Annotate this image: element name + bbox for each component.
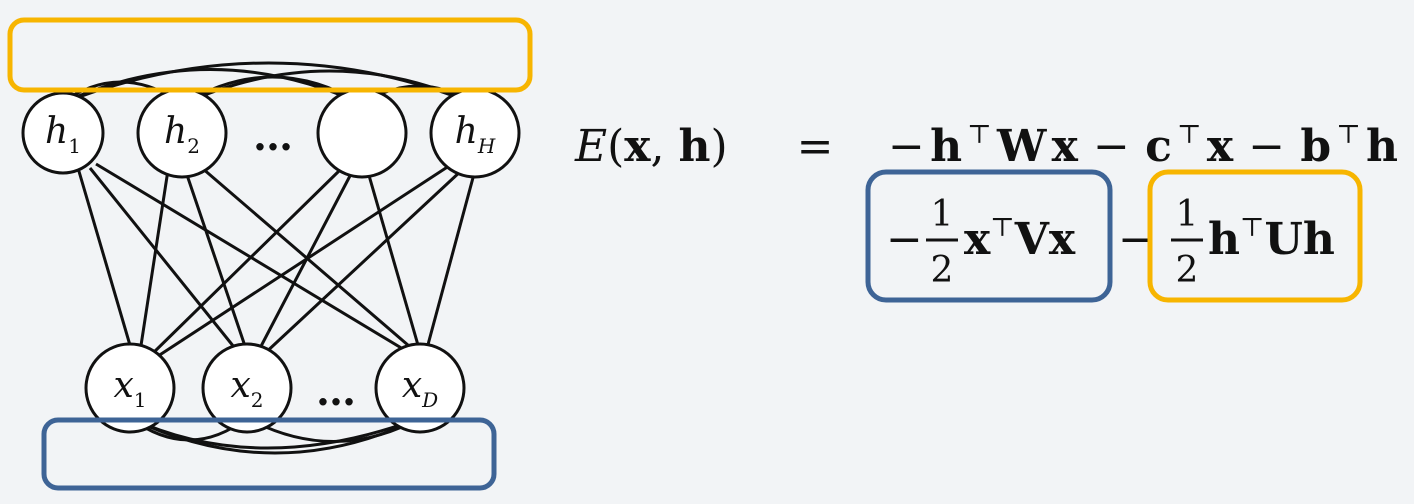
edge bbox=[138, 169, 170, 353]
lhs-x: x bbox=[624, 121, 651, 172]
hidden-layer: h1 h2 … hH bbox=[21, 87, 521, 179]
term-u-denominator: 2 bbox=[1176, 250, 1199, 291]
edge bbox=[424, 173, 476, 353]
hidden-unit-sub: 1 bbox=[68, 134, 81, 158]
term-v-body: x⊤Vx bbox=[964, 213, 1076, 265]
term-v-highlight-box bbox=[865, 169, 1113, 303]
visible-lateral-highlight-box bbox=[41, 417, 497, 491]
term-v-transpose: ⊤ bbox=[990, 213, 1014, 243]
svg-text:x2: x2 bbox=[230, 365, 263, 412]
line1-W: W bbox=[996, 121, 1047, 172]
visible-unit-D: xD bbox=[374, 342, 466, 434]
lhs-h: h bbox=[679, 121, 711, 172]
term-v-numerator: 1 bbox=[931, 194, 954, 235]
edge bbox=[260, 168, 464, 358]
edge bbox=[148, 168, 342, 358]
hidden-unit-var: h bbox=[455, 111, 478, 152]
equation-equals: = bbox=[797, 121, 834, 172]
hidden-ellipsis: … bbox=[253, 113, 293, 160]
visible-unit-sub: 2 bbox=[251, 388, 264, 412]
hidden-lateral-highlight-box bbox=[7, 17, 533, 93]
hidden-unit-sub: 2 bbox=[187, 134, 200, 158]
term-v-x: x bbox=[964, 214, 991, 265]
svg-text:xD: xD bbox=[402, 365, 438, 412]
term-v-minus: − bbox=[886, 214, 923, 265]
visible-unit-var: x bbox=[230, 365, 250, 406]
visible-unit-1: x1 bbox=[84, 342, 176, 434]
hidden-unit-2: h2 bbox=[136, 87, 228, 179]
svg-text:h2: h2 bbox=[164, 111, 200, 158]
lhs-func: E bbox=[574, 121, 607, 172]
hidden-unit-var: h bbox=[164, 111, 187, 152]
svg-text:x1: x1 bbox=[113, 365, 146, 412]
svg-text:h1: h1 bbox=[45, 111, 81, 158]
visible-ellipsis: … bbox=[316, 368, 356, 415]
edge bbox=[76, 167, 134, 353]
term-u-numerator: 1 bbox=[1176, 194, 1199, 235]
line1-h: h bbox=[930, 121, 962, 172]
edge bbox=[201, 166, 417, 354]
line1-transpose-1: ⊤ bbox=[967, 120, 991, 150]
hidden-unit-sub: H bbox=[477, 134, 496, 158]
term-u-h: h bbox=[1208, 214, 1240, 265]
hidden-unit-1: h1 bbox=[21, 91, 105, 175]
edge bbox=[366, 171, 422, 353]
lhs-open: ( bbox=[607, 121, 624, 172]
equation-lhs: E(x, h) bbox=[574, 121, 728, 172]
line1-transpose-3: ⊤ bbox=[1336, 120, 1360, 150]
edge bbox=[256, 171, 354, 353]
line1-x1: x bbox=[1052, 121, 1079, 172]
line1-transpose-2: ⊤ bbox=[1177, 120, 1201, 150]
hidden-unit-var: h bbox=[45, 111, 68, 152]
lhs-comma: , bbox=[651, 121, 679, 172]
term-u: 1 2 h⊤Uh bbox=[1171, 194, 1335, 291]
line1-x2: x bbox=[1207, 121, 1234, 172]
term-v-denominator: 2 bbox=[931, 250, 954, 291]
visible-unit-sub: 1 bbox=[134, 388, 147, 412]
visible-unit-sub: D bbox=[421, 388, 438, 412]
term-v-V: V bbox=[1014, 214, 1050, 265]
term-u-body: h⊤Uh bbox=[1208, 213, 1335, 265]
term-u-transpose: ⊤ bbox=[1240, 213, 1264, 243]
visible-unit-2: x2 bbox=[201, 342, 293, 434]
visible-layer: x1 x2 … xD bbox=[84, 342, 466, 434]
edge bbox=[151, 162, 453, 362]
line1-b: b bbox=[1300, 121, 1331, 172]
visible-lateral-arc bbox=[129, 416, 421, 450]
term-v-x2: x bbox=[1049, 214, 1076, 265]
svg-text:hH: hH bbox=[455, 111, 496, 158]
visible-unit-var: x bbox=[402, 365, 422, 406]
term-u-U: U bbox=[1264, 214, 1302, 265]
line1-minus-2: − bbox=[1093, 121, 1130, 172]
edge bbox=[184, 171, 249, 353]
term-v: − 1 2 x⊤Vx bbox=[886, 194, 1076, 291]
hidden-unit-H: hH bbox=[429, 87, 521, 179]
line1-c: c bbox=[1145, 121, 1172, 172]
line1-minus-3: − bbox=[1248, 121, 1285, 172]
line1-h2: h bbox=[1366, 121, 1398, 172]
term-u-h2: h bbox=[1303, 214, 1335, 265]
lhs-close: ) bbox=[711, 121, 728, 172]
line1-minus-1: − bbox=[888, 121, 925, 172]
term-u-highlight-box bbox=[1147, 169, 1363, 303]
visible-unit-var: x bbox=[113, 365, 133, 406]
bipartite-connections bbox=[76, 162, 476, 362]
